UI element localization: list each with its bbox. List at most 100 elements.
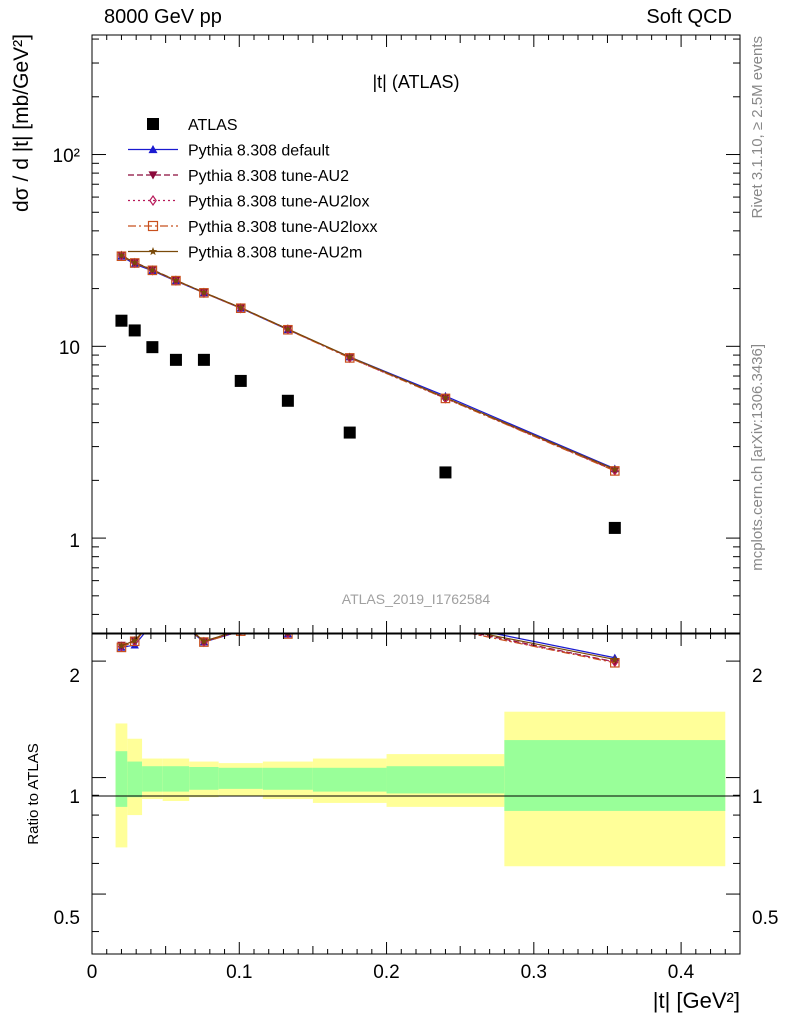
main-markers <box>115 250 621 534</box>
x-axis-label: |t| [GeV²] <box>653 988 740 1013</box>
band-inner-bin-2 <box>142 766 163 792</box>
main-line-series-5 <box>121 254 616 471</box>
legend-label-0: ATLAS <box>188 117 238 134</box>
legend-marker-3 <box>149 194 157 207</box>
legend-marker-0 <box>147 118 159 130</box>
x-tick-label-3: 0.3 <box>521 962 547 983</box>
main-point-series-5-6 <box>283 324 292 333</box>
band-inner-bin-1 <box>127 761 143 798</box>
band-inner-bin-9 <box>504 740 726 811</box>
ratio-point-series-1-2 <box>148 619 156 627</box>
main-point-series-5-0 <box>117 251 126 259</box>
ratio-point-series-1-7 <box>346 621 354 629</box>
main-point-series-5-3 <box>171 276 180 284</box>
ratio-point-series-5-9 <box>610 655 619 663</box>
y-axis-label: dσ / d |t| [mb/GeV²] <box>10 34 33 212</box>
x-tick-label-2: 0.2 <box>373 962 399 983</box>
main-point-series-0-7 <box>343 426 356 439</box>
legend-marker-1 <box>148 145 158 154</box>
y-tick-label-1: 1 <box>69 531 80 552</box>
band-inner-bin-5 <box>218 767 263 789</box>
ratio-point-series-4-6 <box>283 634 293 639</box>
legend: ATLAS Pythia 8.308 default Pythia 8.308 tu… <box>128 117 377 262</box>
band-inner-bin-4 <box>189 766 219 790</box>
main-point-series-5-4 <box>199 288 208 296</box>
ratio-point-series-3-7 <box>347 623 353 631</box>
main-lines <box>121 254 616 472</box>
legend-marker-5 <box>148 247 158 256</box>
ratio-tick-label-left-1: 1 <box>69 787 80 808</box>
ratio-point-series-5-5 <box>237 626 245 634</box>
legend-label-5: Pythia 8.308 tune-AU2m <box>188 245 362 262</box>
ratio-point-series-3-5 <box>239 634 242 636</box>
ratio-tick-label-right-1: 1 <box>752 787 763 808</box>
ratio-uncertainty-band <box>115 711 726 867</box>
x-tick-label-0: 0 <box>87 962 98 983</box>
x-tick-label-4: 0.4 <box>668 962 695 983</box>
ratio-point-series-2-3 <box>172 614 180 622</box>
ratio-line-series-4 <box>121 634 615 664</box>
main-point-series-5-1 <box>130 258 139 267</box>
main-point-series-5-7 <box>345 352 354 361</box>
mcplots-label: mcplots.cern.ch [arXiv:1306.3436] <box>749 344 766 571</box>
ratio-point-series-4-2 <box>148 618 156 626</box>
main-point-series-5-8 <box>441 393 450 402</box>
main-point-series-5-2 <box>148 265 157 274</box>
rivet-label: Rivet 3.1.10, ≥ 2.5M events <box>749 36 766 219</box>
main-point-series-0-8 <box>439 466 452 479</box>
legend-marker-4 <box>147 220 159 232</box>
header-right: Soft QCD <box>646 6 732 28</box>
ratio-tick-label-left-0.5: 0.5 <box>54 908 80 929</box>
ratio-tick-label-left-2: 2 <box>69 666 80 687</box>
main-point-series-0-1 <box>128 324 141 337</box>
y-tick-label-10: 10 <box>59 338 80 359</box>
ratio-point-series-5-0 <box>117 641 126 650</box>
ratio-line-series-5 <box>121 634 615 661</box>
ratio-point-series-3-2 <box>149 618 155 626</box>
watermark: ATLAS_2019_I1762584 <box>342 591 491 607</box>
band-inner-bin-7 <box>312 767 387 792</box>
ratio-point-series-5-7 <box>346 621 354 629</box>
ratio-point-series-5-3 <box>172 613 180 621</box>
ratio-point-series-2-2 <box>148 618 156 626</box>
ratio-point-series-1-8 <box>441 619 449 627</box>
main-point-series-0-9 <box>608 521 621 534</box>
axis-ticks <box>91 35 741 954</box>
band-inner-bin-8 <box>386 766 505 794</box>
band-inner-bin-3 <box>162 766 190 792</box>
main-point-series-0-4 <box>197 353 210 366</box>
legend-label-2: Pythia 8.308 tune-AU2 <box>188 168 349 185</box>
ratio-line-series-2 <box>121 634 615 663</box>
ratio-point-series-3-6 <box>284 634 292 639</box>
ratio-tick-label-right-2: 2 <box>752 666 763 687</box>
header-left: 8000 GeV pp <box>104 6 222 28</box>
ratio-point-series-4-7 <box>346 623 354 631</box>
ratio-point-series-4-3 <box>172 613 180 621</box>
ratio-tick-label-right-0.5: 0.5 <box>752 908 778 929</box>
x-tick-label-1: 0.1 <box>226 962 252 983</box>
chart-title: |t| (ATLAS) <box>372 72 459 92</box>
legend-marker-2 <box>148 171 158 180</box>
main-point-series-0-0 <box>115 314 128 327</box>
ratio-lines <box>116 613 620 668</box>
main-point-series-0-6 <box>281 394 294 407</box>
legend-label-1: Pythia 8.308 default <box>188 143 330 160</box>
ratio-axis-label: Ratio to ATLAS <box>25 743 42 844</box>
ratio-point-series-5-2 <box>148 617 156 625</box>
ratio-point-series-4-5 <box>235 634 246 636</box>
ratio-point-series-3-3 <box>173 613 179 621</box>
main-point-series-5-5 <box>236 303 245 312</box>
ratio-point-series-5-1 <box>130 636 139 644</box>
main-point-series-0-2 <box>146 341 159 354</box>
main-point-series-5-9 <box>610 465 619 473</box>
ratio-point-series-5-4 <box>199 637 208 645</box>
y-tick-label-100: 10² <box>53 146 80 167</box>
legend-label-4: Pythia 8.308 tune-AU2loxx <box>188 219 377 236</box>
ratio-line-series-3 <box>121 634 615 663</box>
ratio-point-series-1-3 <box>172 615 180 623</box>
band-inner-bin-6 <box>262 767 313 790</box>
main-point-series-0-3 <box>169 353 182 366</box>
legend-label-3: Pythia 8.308 tune-AU2lox <box>188 194 369 211</box>
ratio-point-series-3-9 <box>611 656 619 668</box>
